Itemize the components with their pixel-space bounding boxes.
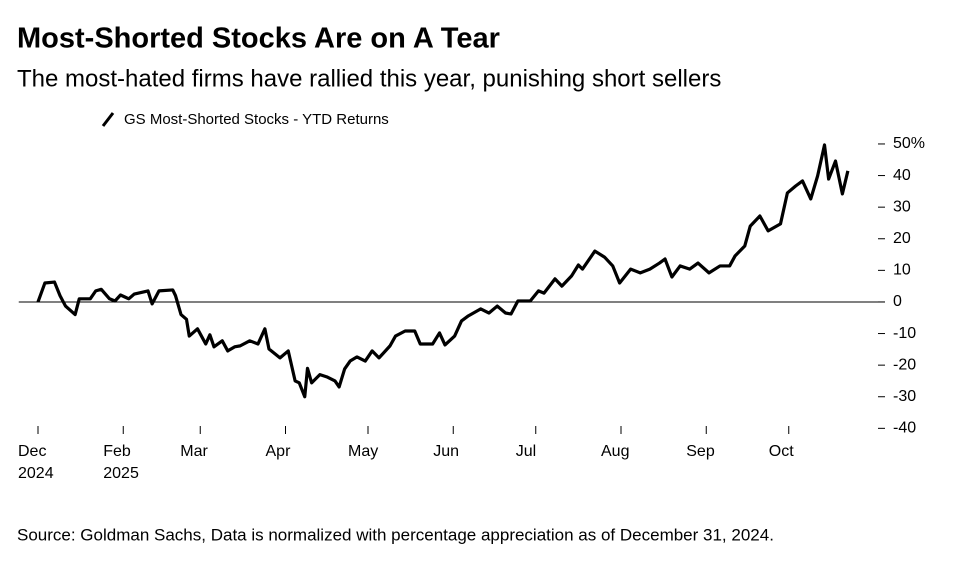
y-tick-label: -20: [893, 356, 916, 373]
x-tick-label: Oct: [768, 443, 794, 460]
y-tick-label: 40: [893, 167, 911, 184]
x-tick-label: Feb 2025: [103, 443, 139, 482]
y-tick-label: 30: [893, 198, 911, 215]
legend-icon: [101, 112, 115, 127]
y-tick-label: -10: [893, 325, 916, 342]
y-tick-label: 10: [893, 262, 911, 279]
source-note: Source: Goldman Sachs, Data is normalize…: [17, 525, 774, 544]
x-tick-label: Sep: [686, 443, 715, 460]
x-tick-label: Apr: [265, 443, 291, 460]
chart-title: Most-Shorted Stocks Are on A Tear: [17, 23, 500, 55]
legend-label: GS Most-Shorted Stocks - YTD Returns: [124, 111, 389, 128]
x-tick-label: Dec 2024: [18, 443, 54, 482]
y-tick-label: 0: [893, 293, 902, 310]
y-tick-label: -30: [893, 388, 916, 405]
x-tick-label: Mar: [180, 443, 208, 460]
data-line: [36, 143, 850, 399]
x-tick-label: Aug: [601, 443, 630, 460]
x-tick-label: Jun: [433, 443, 460, 460]
y-tick-label: 20: [893, 230, 911, 247]
y-tick-label: 50%: [893, 135, 925, 152]
x-tick-label: May: [348, 443, 379, 460]
x-tick-label: Jul: [515, 443, 537, 460]
y-tick-label: -40: [893, 420, 916, 437]
chart-subtitle: The most-hated firms have rallied this y…: [17, 65, 721, 92]
